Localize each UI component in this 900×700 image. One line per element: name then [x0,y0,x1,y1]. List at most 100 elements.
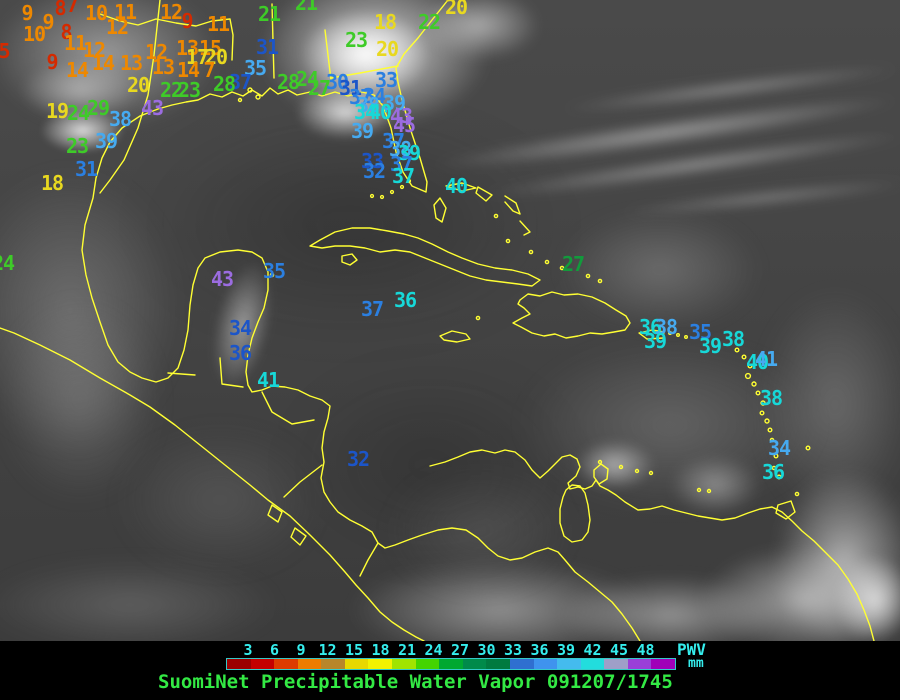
colorbar-segment [627,659,652,669]
island-cat [519,220,531,236]
station-value: 30 [325,70,349,94]
legend-tick: 24 [424,641,443,659]
colorbar-segment [392,659,416,669]
station-value: 38 [388,137,412,161]
island-hispaniola [512,291,631,339]
station-value: 27 [561,252,585,276]
station-value: 34 [362,84,386,108]
station-value: 39 [698,334,722,358]
legend-tick: 3 [243,641,253,659]
station-value: 7 [203,58,215,82]
station-value: 13 [175,36,199,60]
station-value: 8 [54,0,66,20]
station-value: 24 [0,251,15,275]
station-value: 20 [126,73,150,97]
station-value: 36 [393,288,417,312]
station-value: 12 [105,15,129,39]
station-value: 23 [177,78,201,102]
island-cuba [309,227,541,287]
coast-southamerica [429,449,875,641]
station-value: 38 [721,327,745,351]
legend-caption: SuomiNet Precipitable Water Vapor 091207… [158,671,673,693]
station-value: 11 [113,0,137,24]
station-value: 40 [444,174,468,198]
legend-tick: 21 [397,641,417,659]
station-value: 21 [294,0,318,15]
station-value: 45 [392,113,416,137]
island-eleuthera [504,195,521,215]
pwv-unit-label: mm [688,656,704,671]
island-puertorico [638,329,665,340]
legend-tick: 6 [269,641,280,659]
station-value: 43 [210,267,234,291]
station-value: 12 [82,38,106,62]
colorbar-segment [533,659,558,669]
border-fl-ga [330,65,399,79]
border-al-ga [324,29,332,81]
legend-tick: 39 [556,641,576,659]
station-value: 35 [243,56,267,80]
station-value: 21 [257,2,281,26]
station-value: 13 [151,55,175,79]
station-value: 15 [198,36,222,60]
station-value: 23 [65,134,89,158]
station-value: 43 [140,96,164,120]
colorbar-segment [227,659,251,669]
colorbar-segment [250,659,275,669]
colorbar-segment [274,659,298,669]
station-value: 7 [66,0,78,17]
station-value: 17 [185,45,209,69]
station-value: 36 [228,341,252,365]
station-value: 10 [84,1,108,25]
station-value: 37 [360,297,384,321]
coastline-overlay [0,0,875,641]
station-value: 37 [348,85,372,109]
colorbar-segment [557,659,581,669]
island-specks [237,87,811,497]
border-guatemala [219,357,244,388]
station-value: 41 [754,347,778,371]
colorbar-segment [509,659,534,669]
station-value: 37 [389,152,413,176]
station-value: 32 [362,159,386,183]
colorbar-segment [321,659,345,669]
border-nicaragua-costarica [283,464,323,498]
station-value: 36 [761,460,785,484]
station-value: 34 [353,100,377,124]
legend-tick: 12 [318,641,337,659]
colorbar-segment [297,659,322,669]
station-value: 39 [94,129,118,153]
island-trinidad [775,500,796,520]
legend-ticks: 3 6 9 12 15 18 21 24 27 30 33 36 39 42 45 48 [0,643,900,658]
station-value: 22 [159,78,183,102]
station-value: 14 [176,58,200,82]
station-value: 12 [159,0,183,24]
border-red-river [99,13,234,61]
legend-tick: 48 [636,641,655,659]
legend-tick: 27 [450,641,470,659]
island-abaco [475,186,493,202]
border-mexico-guatemala [167,372,196,376]
legend-tick: 33 [503,641,523,659]
colorbar-segment [368,659,393,669]
station-value: 9 [42,10,54,34]
peninsula-nicoya [267,504,283,523]
colorbar [226,658,676,670]
station-value: 39 [350,119,374,143]
border-costarica-panama [359,542,379,577]
colorbar-segment [462,659,487,669]
station-value: 11 [63,31,87,55]
station-value: 20 [375,37,399,61]
station-value: 38 [759,386,783,410]
station-value: 37 [391,164,415,188]
border-nm-tx [99,0,161,194]
station-value: 34 [767,436,791,460]
station-value: 19 [45,99,69,123]
station-value: 37 [228,70,252,94]
legend-tick: 18 [371,641,390,659]
station-value: 24 [295,67,319,91]
colorbar-segment [344,659,369,669]
coast-gulf-centralamerica [81,0,641,641]
pwv-label: PWV [677,640,706,659]
